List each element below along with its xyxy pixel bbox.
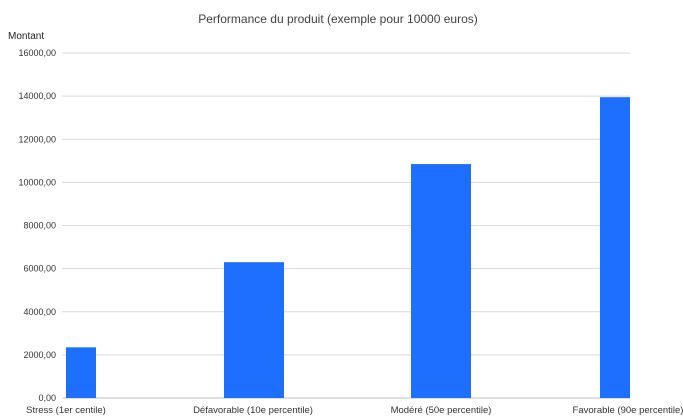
y-tick-label: 10000,00 — [18, 177, 56, 187]
y-tick-label: 14000,00 — [18, 91, 56, 101]
chart-title: Performance du produit (exemple pour 100… — [198, 12, 478, 26]
y-tick-label: 12000,00 — [18, 134, 56, 144]
y-tick-label: 0,00 — [38, 393, 56, 403]
gridlines — [62, 52, 630, 399]
category-label: Stress (1er centile) — [26, 405, 106, 416]
bar — [224, 262, 284, 398]
bars — [66, 97, 630, 398]
y-tick-labels: 0,00 2000,00 4000,00 6000,00 8000,00 10000,00… — [18, 48, 56, 403]
y-tick-label: 2000,00 — [23, 350, 56, 360]
y-axis-label: Montant — [8, 31, 44, 42]
y-tick-label: 6000,00 — [23, 264, 56, 274]
bar — [600, 97, 630, 398]
category-labels: Stress (1er centile) Défavorable (10e per… — [26, 405, 683, 416]
category-label: Favorable (90e percentile) — [573, 405, 683, 416]
category-label: Modéré (50e percentile) — [391, 405, 492, 416]
y-tick-label: 8000,00 — [23, 221, 56, 231]
category-label: Défavorable (10e percentile) — [193, 405, 313, 416]
bar — [411, 164, 471, 398]
bar — [66, 347, 96, 398]
y-tick-label: 16000,00 — [18, 48, 56, 58]
y-tick-label: 4000,00 — [23, 307, 56, 317]
